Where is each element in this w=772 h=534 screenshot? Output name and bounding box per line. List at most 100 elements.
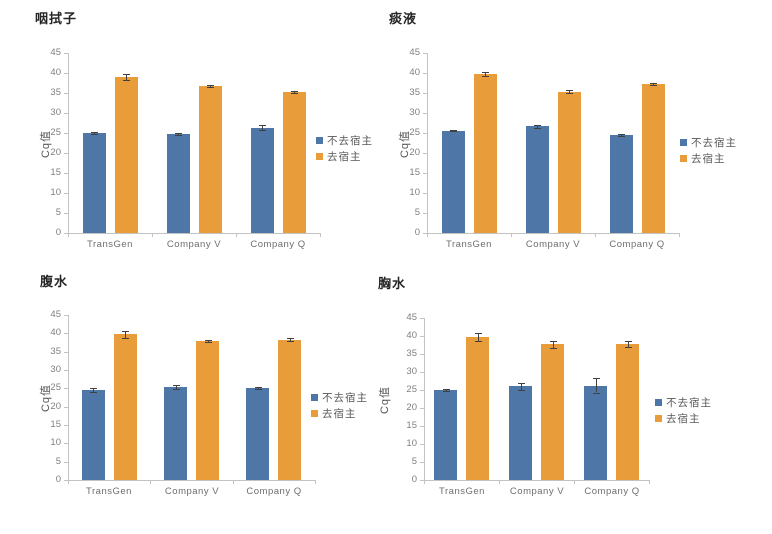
error-bar-line [125,331,126,338]
error-bar-cap-top [650,83,657,84]
y-tick-label: 5 [55,456,61,467]
bar-no-host-removal [167,134,190,233]
legend-item: 不去宿主 [680,137,750,151]
y-tick-mark [64,93,68,94]
error-bar-cap-top [475,333,482,334]
y-tick-mark [64,425,68,426]
error-bar-cap-top [550,341,557,342]
bar-host-removal [199,86,222,233]
x-axis-line [424,480,650,481]
y-tick-label: 0 [55,474,61,485]
legend-label: 不去宿主 [666,397,712,409]
y-tick-label: 40 [409,67,420,78]
x-category-label: Company Q [250,239,306,250]
y-tick-mark [420,462,424,463]
error-bar-cap-bottom [291,93,298,94]
bar-host-removal [558,92,581,233]
error-bar-cap-top [518,383,525,384]
legend-item: 不去宿主 [311,392,381,406]
y-tick-mark [64,388,68,389]
error-bar-line [94,132,95,134]
y-tick-mark [423,153,427,154]
error-bar-cap-bottom [287,341,294,342]
legend-label: 去宿主 [327,151,362,163]
x-tick-mark [595,233,596,237]
y-tick-mark [420,390,424,391]
x-tick-mark [68,480,69,484]
error-bar-cap-bottom [625,347,632,348]
y-tick-mark [423,173,427,174]
bar-host-removal [114,334,137,480]
y-tick-label: 10 [406,438,417,449]
error-bar-line [262,125,263,130]
y-tick-label: 15 [50,419,61,430]
error-bar-line [537,125,538,128]
bar-host-removal [642,84,665,233]
bar-host-removal [616,344,639,480]
y-tick-label: 25 [50,127,61,138]
error-bar-cap-bottom [618,136,625,137]
x-tick-mark [150,480,151,484]
legend-swatch-no-host-removal [316,137,323,144]
error-bar-cap-bottom [443,391,450,392]
y-tick-label: 20 [50,147,61,158]
y-tick-mark [420,444,424,445]
x-tick-mark [427,233,428,237]
x-tick-mark [68,233,69,237]
x-tick-mark [152,233,153,237]
bar-no-host-removal [164,387,187,480]
error-bar-line [521,383,522,390]
error-bar-line [478,333,479,341]
y-tick-label: 5 [414,207,420,218]
y-tick-mark [64,193,68,194]
error-bar-cap-top [207,85,214,86]
y-tick-label: 0 [55,227,61,238]
x-category-label: Company V [164,486,220,497]
y-tick-mark [420,354,424,355]
y-tick-mark [64,462,68,463]
y-tick-label: 30 [50,364,61,375]
y-tick-label: 30 [406,366,417,377]
error-bar-cap-top [91,132,98,133]
error-bar-cap-top [291,91,298,92]
error-bar-cap-bottom [450,131,457,132]
legend-swatch-host-removal [655,415,662,422]
bar-host-removal [474,74,497,233]
y-tick-label: 40 [406,330,417,341]
y-tick-mark [64,443,68,444]
y-tick-mark [64,407,68,408]
legend-swatch-host-removal [680,155,687,162]
y-tick-label: 10 [50,187,61,198]
y-tick-label: 0 [411,474,417,485]
error-bar-cap-bottom [518,390,525,391]
y-tick-mark [64,133,68,134]
y-tick-label: 10 [409,187,420,198]
error-bar-line [176,385,177,389]
legend-swatch-no-host-removal [655,399,662,406]
error-bar-cap-bottom [566,93,573,94]
error-bar-cap-top [443,389,450,390]
legend-item: 去宿主 [311,408,381,422]
error-bar-line [569,90,570,93]
y-tick-mark [64,173,68,174]
error-bar-cap-top [482,72,489,73]
x-tick-mark [236,233,237,237]
error-bar-line [258,387,259,389]
y-tick-mark [423,193,427,194]
error-bar-cap-bottom [482,76,489,77]
error-bar-cap-top [259,125,266,126]
x-tick-mark [574,480,575,484]
error-bar-line [126,74,127,80]
error-bar-cap-bottom [90,392,97,393]
y-tick-label: 30 [50,107,61,118]
legend-item: 不去宿主 [316,135,386,149]
x-tick-mark [315,480,316,484]
y-tick-mark [423,53,427,54]
bar-no-host-removal [526,126,549,233]
y-tick-mark [423,93,427,94]
error-bar-cap-bottom [593,393,600,394]
error-bar-line [621,134,622,136]
y-tick-mark [64,315,68,316]
y-tick-mark [423,113,427,114]
